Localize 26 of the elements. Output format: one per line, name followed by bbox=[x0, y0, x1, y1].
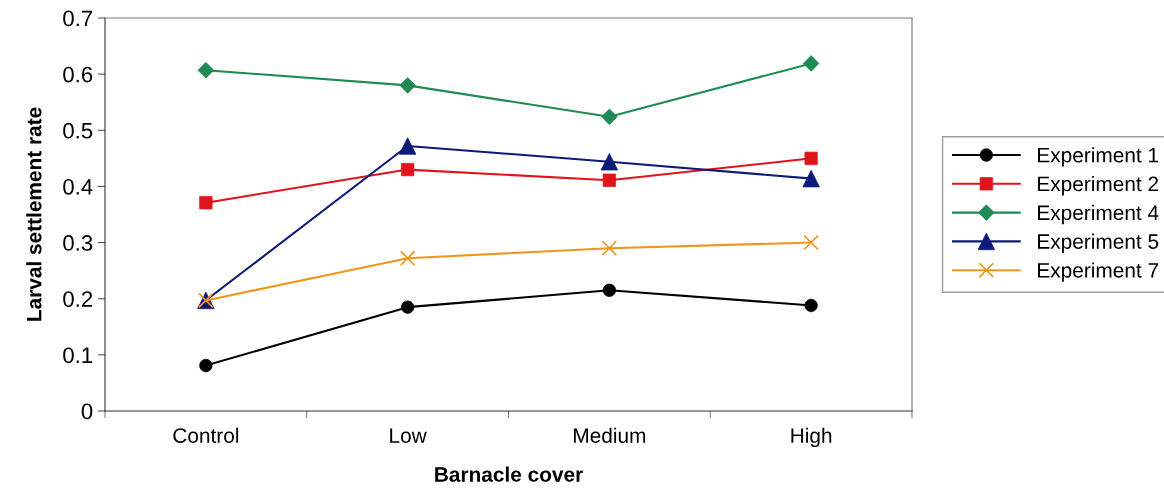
point bbox=[802, 55, 820, 72]
point bbox=[199, 196, 213, 210]
legend-label: Experiment 4 bbox=[1038, 204, 1159, 225]
y-tick-label: 0 bbox=[81, 403, 93, 420]
x-tick-label: Control bbox=[173, 427, 239, 443]
y-tick-label: 0.2 bbox=[63, 291, 93, 307]
y-tick-label: 0.4 bbox=[63, 178, 93, 195]
x-tick-label: Low bbox=[390, 428, 427, 443]
point bbox=[804, 151, 818, 165]
point bbox=[399, 250, 416, 267]
legend-label: Experiment 2 bbox=[1038, 175, 1159, 196]
point bbox=[803, 234, 819, 251]
x-tick-label: High bbox=[791, 427, 832, 448]
legend-label: Experiment 7 bbox=[1038, 262, 1159, 282]
legend-label: Experiment 5 bbox=[1038, 233, 1159, 254]
y-tick-label: 0.6 bbox=[63, 66, 93, 83]
y-axis-title: Larval settlement rate bbox=[26, 107, 42, 321]
y-tick-label: 0.7 bbox=[63, 10, 93, 27]
x-axis-title: Barnacle cover bbox=[435, 466, 583, 482]
x-tick-label: Medium bbox=[574, 427, 646, 443]
y-tick-label: 0.3 bbox=[63, 235, 93, 251]
y-tick-label: 0.1 bbox=[63, 347, 93, 364]
legend-label: Experiment 1 bbox=[1038, 147, 1159, 167]
point bbox=[601, 240, 618, 256]
point bbox=[601, 108, 618, 126]
y-tick-label: 0.5 bbox=[63, 122, 93, 139]
